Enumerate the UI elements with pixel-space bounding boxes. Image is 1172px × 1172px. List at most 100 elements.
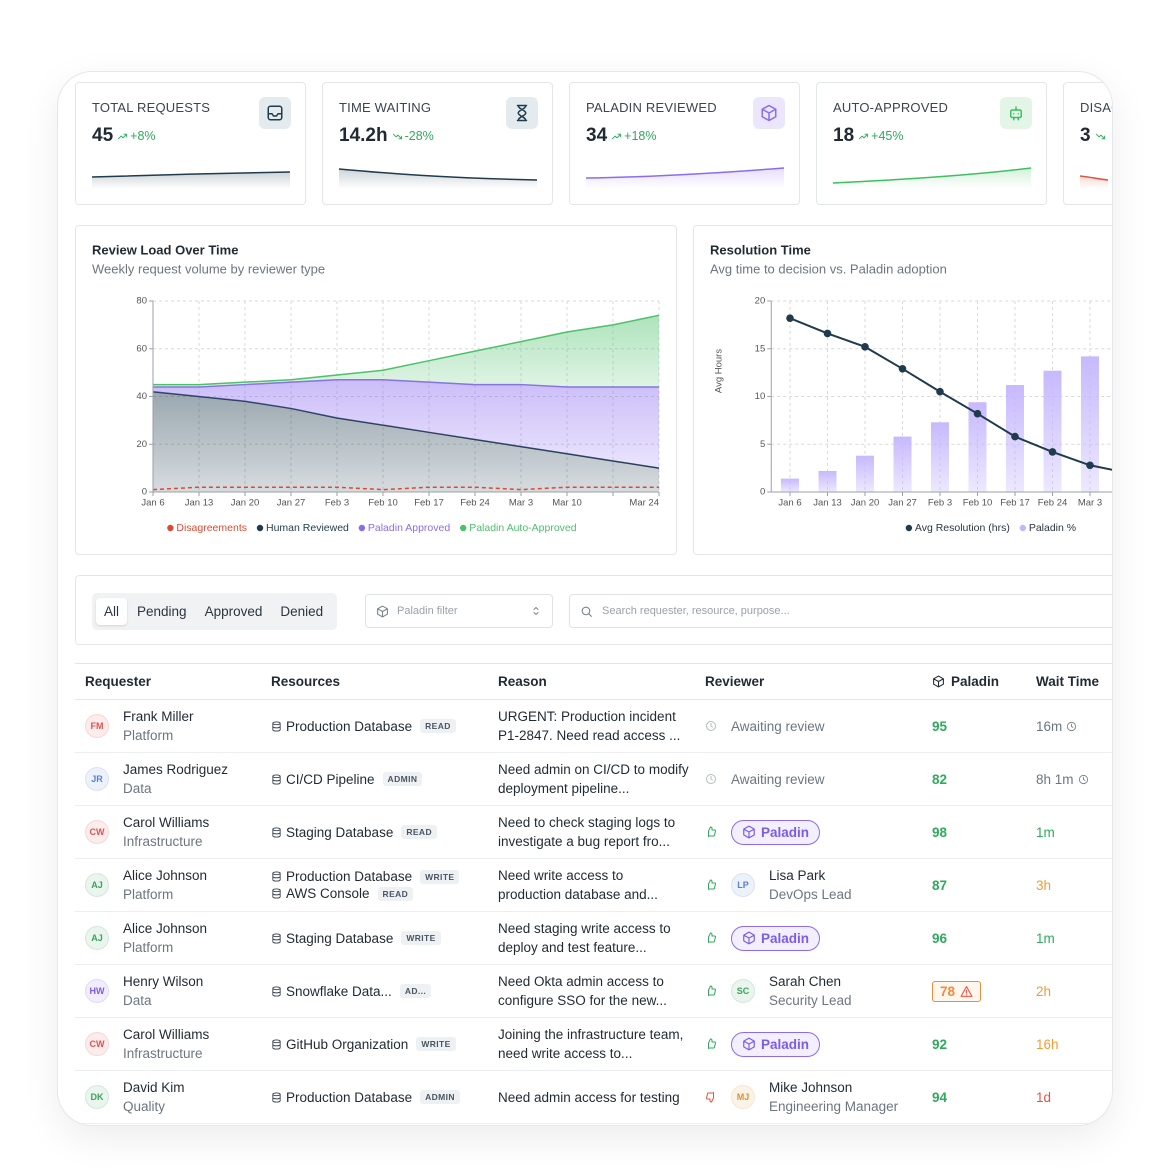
y-tick-label: 5 bbox=[760, 439, 765, 450]
resource: Production Database READ bbox=[271, 719, 456, 734]
y-tick-label: 20 bbox=[755, 296, 766, 307]
paladin-score-cell: 95 bbox=[922, 719, 1026, 734]
reason: Need write access to production database… bbox=[498, 868, 658, 902]
reviewer-cell: SC Sarah Chen Security Lead bbox=[695, 972, 922, 1010]
icon-part bbox=[272, 888, 281, 893]
kpi-icon bbox=[506, 97, 538, 129]
x-tick-label: Jan 27 bbox=[888, 498, 917, 509]
resource-name: GitHub Organization bbox=[286, 1036, 409, 1052]
kpi-icon bbox=[1000, 97, 1032, 129]
resource-name: Production Database bbox=[286, 718, 413, 734]
table-row[interactable]: FM Frank Miller Platform Production Databas… bbox=[75, 700, 1112, 753]
column-header-text: Resources bbox=[271, 674, 341, 689]
y-tick-label: 20 bbox=[136, 439, 147, 450]
icon bbox=[708, 1038, 716, 1049]
kpi-value-row: 45 +8% bbox=[92, 125, 156, 147]
search-input[interactable]: Search requester, resource, purpose... bbox=[569, 594, 1112, 628]
select-placeholder: Paladin filter bbox=[397, 605, 458, 617]
area-line bbox=[153, 314, 660, 386]
legend-label: Avg Resolution (hrs) bbox=[915, 522, 1010, 534]
icon-part bbox=[710, 723, 713, 728]
icon-part bbox=[272, 1038, 281, 1043]
icon-part bbox=[743, 1037, 755, 1051]
reviewer-cell: Awaiting review bbox=[695, 719, 922, 734]
line-point bbox=[823, 329, 832, 338]
kpi-value: 34 bbox=[586, 125, 608, 146]
avatar: MJ bbox=[731, 1085, 755, 1109]
resource-name: Staging Database bbox=[286, 824, 394, 840]
table-row[interactable]: HW Henry Wilson Data Snowflake Data... AD...… bbox=[75, 965, 1112, 1018]
column-header-text: Reviewer bbox=[705, 674, 765, 689]
line-point bbox=[861, 343, 869, 351]
resource: GitHub Organization WRITE bbox=[271, 1037, 456, 1052]
filter-tab[interactable]: All bbox=[96, 598, 128, 625]
table-row[interactable]: AJ Alice Johnson Platform Staging Database W… bbox=[75, 912, 1112, 965]
paladin-score-flagged: 78 bbox=[932, 980, 982, 1002]
resources-cell: Production Database READ bbox=[261, 719, 488, 734]
filter-tab[interactable]: Denied bbox=[280, 604, 324, 619]
icon-part bbox=[267, 113, 283, 117]
x-tick-label: Jan 20 bbox=[231, 498, 260, 509]
access-badge: WRITE bbox=[420, 869, 460, 884]
icon-part bbox=[392, 133, 402, 139]
icon-part bbox=[533, 607, 539, 615]
requester-cell: DK David Kim Quality bbox=[75, 1078, 261, 1116]
resources-cell: Staging Database WRITE bbox=[261, 931, 488, 946]
kpi-delta: +45% bbox=[858, 129, 903, 143]
icon-part bbox=[743, 825, 755, 839]
y-tick-label: 0 bbox=[760, 487, 765, 498]
resources-cell: Staging Database READ bbox=[261, 825, 488, 840]
table-row[interactable]: DK David Kim Quality Production Database ADM… bbox=[75, 1071, 1112, 1124]
table-row[interactable]: CW Carol Williams Infrastructure Staging Da… bbox=[75, 806, 1112, 859]
icon-part bbox=[1095, 133, 1105, 139]
kpi-card: TOTAL REQUESTS 45 +8% bbox=[75, 82, 306, 205]
filter-tab[interactable]: Approved bbox=[204, 604, 263, 619]
wait-time: 1d bbox=[1036, 1089, 1052, 1105]
paladin-score-cell: 82 bbox=[922, 772, 1026, 787]
wait-time: 1m bbox=[1036, 930, 1055, 946]
requester-name: Alice Johnson bbox=[123, 921, 208, 936]
requester-name: James Rodriguez bbox=[123, 762, 229, 777]
x-tick-label: Feb 3 bbox=[325, 498, 349, 509]
icon-part bbox=[588, 612, 592, 617]
icon bbox=[612, 133, 622, 139]
column-header: Resources bbox=[261, 674, 488, 689]
y-tick-label: 80 bbox=[136, 296, 147, 307]
x-tick-label: Jan 20 bbox=[851, 498, 880, 509]
filter-bar: All Pending Approved Denied Paladin filter … bbox=[75, 575, 1112, 645]
table-row[interactable]: JR James Rodriguez Data CI/CD Pipeline ADMIN… bbox=[75, 753, 1112, 806]
paladin-score: 98 bbox=[932, 824, 948, 840]
table-row[interactable]: CW Carol Williams Infrastructure GitHub Org… bbox=[75, 1018, 1112, 1071]
icon bbox=[267, 105, 283, 121]
paladin-filter-select[interactable]: Paladin filter bbox=[365, 594, 553, 628]
reviewer-text: Sarah Chen Security Lead bbox=[769, 972, 852, 1010]
reviewer-name: Mike Johnson bbox=[769, 1080, 853, 1095]
column-header: Requester bbox=[75, 674, 261, 689]
table-header: Requester Resources Reason Reviewer Paladin W… bbox=[75, 664, 1112, 700]
line bbox=[152, 486, 659, 491]
reviewer-role: Engineering Manager bbox=[769, 1099, 899, 1114]
requester-name: Alice Johnson bbox=[123, 868, 208, 883]
requester-team: Infrastructure bbox=[123, 1046, 203, 1061]
requester-text: Carol Williams Infrastructure bbox=[123, 1025, 209, 1063]
table-row[interactable]: AJ Alice Johnson Platform Production Databa… bbox=[75, 859, 1112, 912]
icon-part bbox=[706, 721, 716, 731]
icon-part bbox=[710, 776, 713, 781]
icon bbox=[533, 607, 539, 615]
resource: Production Database ADMIN bbox=[271, 1090, 460, 1105]
sparkline-fill bbox=[833, 168, 1031, 189]
requester-name: Henry Wilson bbox=[123, 974, 204, 989]
sparkline bbox=[832, 167, 1032, 189]
resource-list: Snowflake Data... AD... bbox=[271, 984, 432, 999]
icon bbox=[272, 1091, 281, 1103]
requester-team: Platform bbox=[123, 940, 174, 955]
filter-tab[interactable]: Pending bbox=[137, 604, 187, 619]
icon-part bbox=[272, 985, 281, 990]
line-point bbox=[1011, 432, 1019, 441]
icon-part bbox=[1013, 106, 1020, 121]
avatar: CW bbox=[85, 1032, 109, 1056]
chart-title: Resolution Time bbox=[710, 242, 811, 257]
x-tick-label: Feb 24 bbox=[460, 498, 490, 509]
sparkline bbox=[91, 171, 291, 189]
requester-team: Data bbox=[123, 781, 152, 796]
